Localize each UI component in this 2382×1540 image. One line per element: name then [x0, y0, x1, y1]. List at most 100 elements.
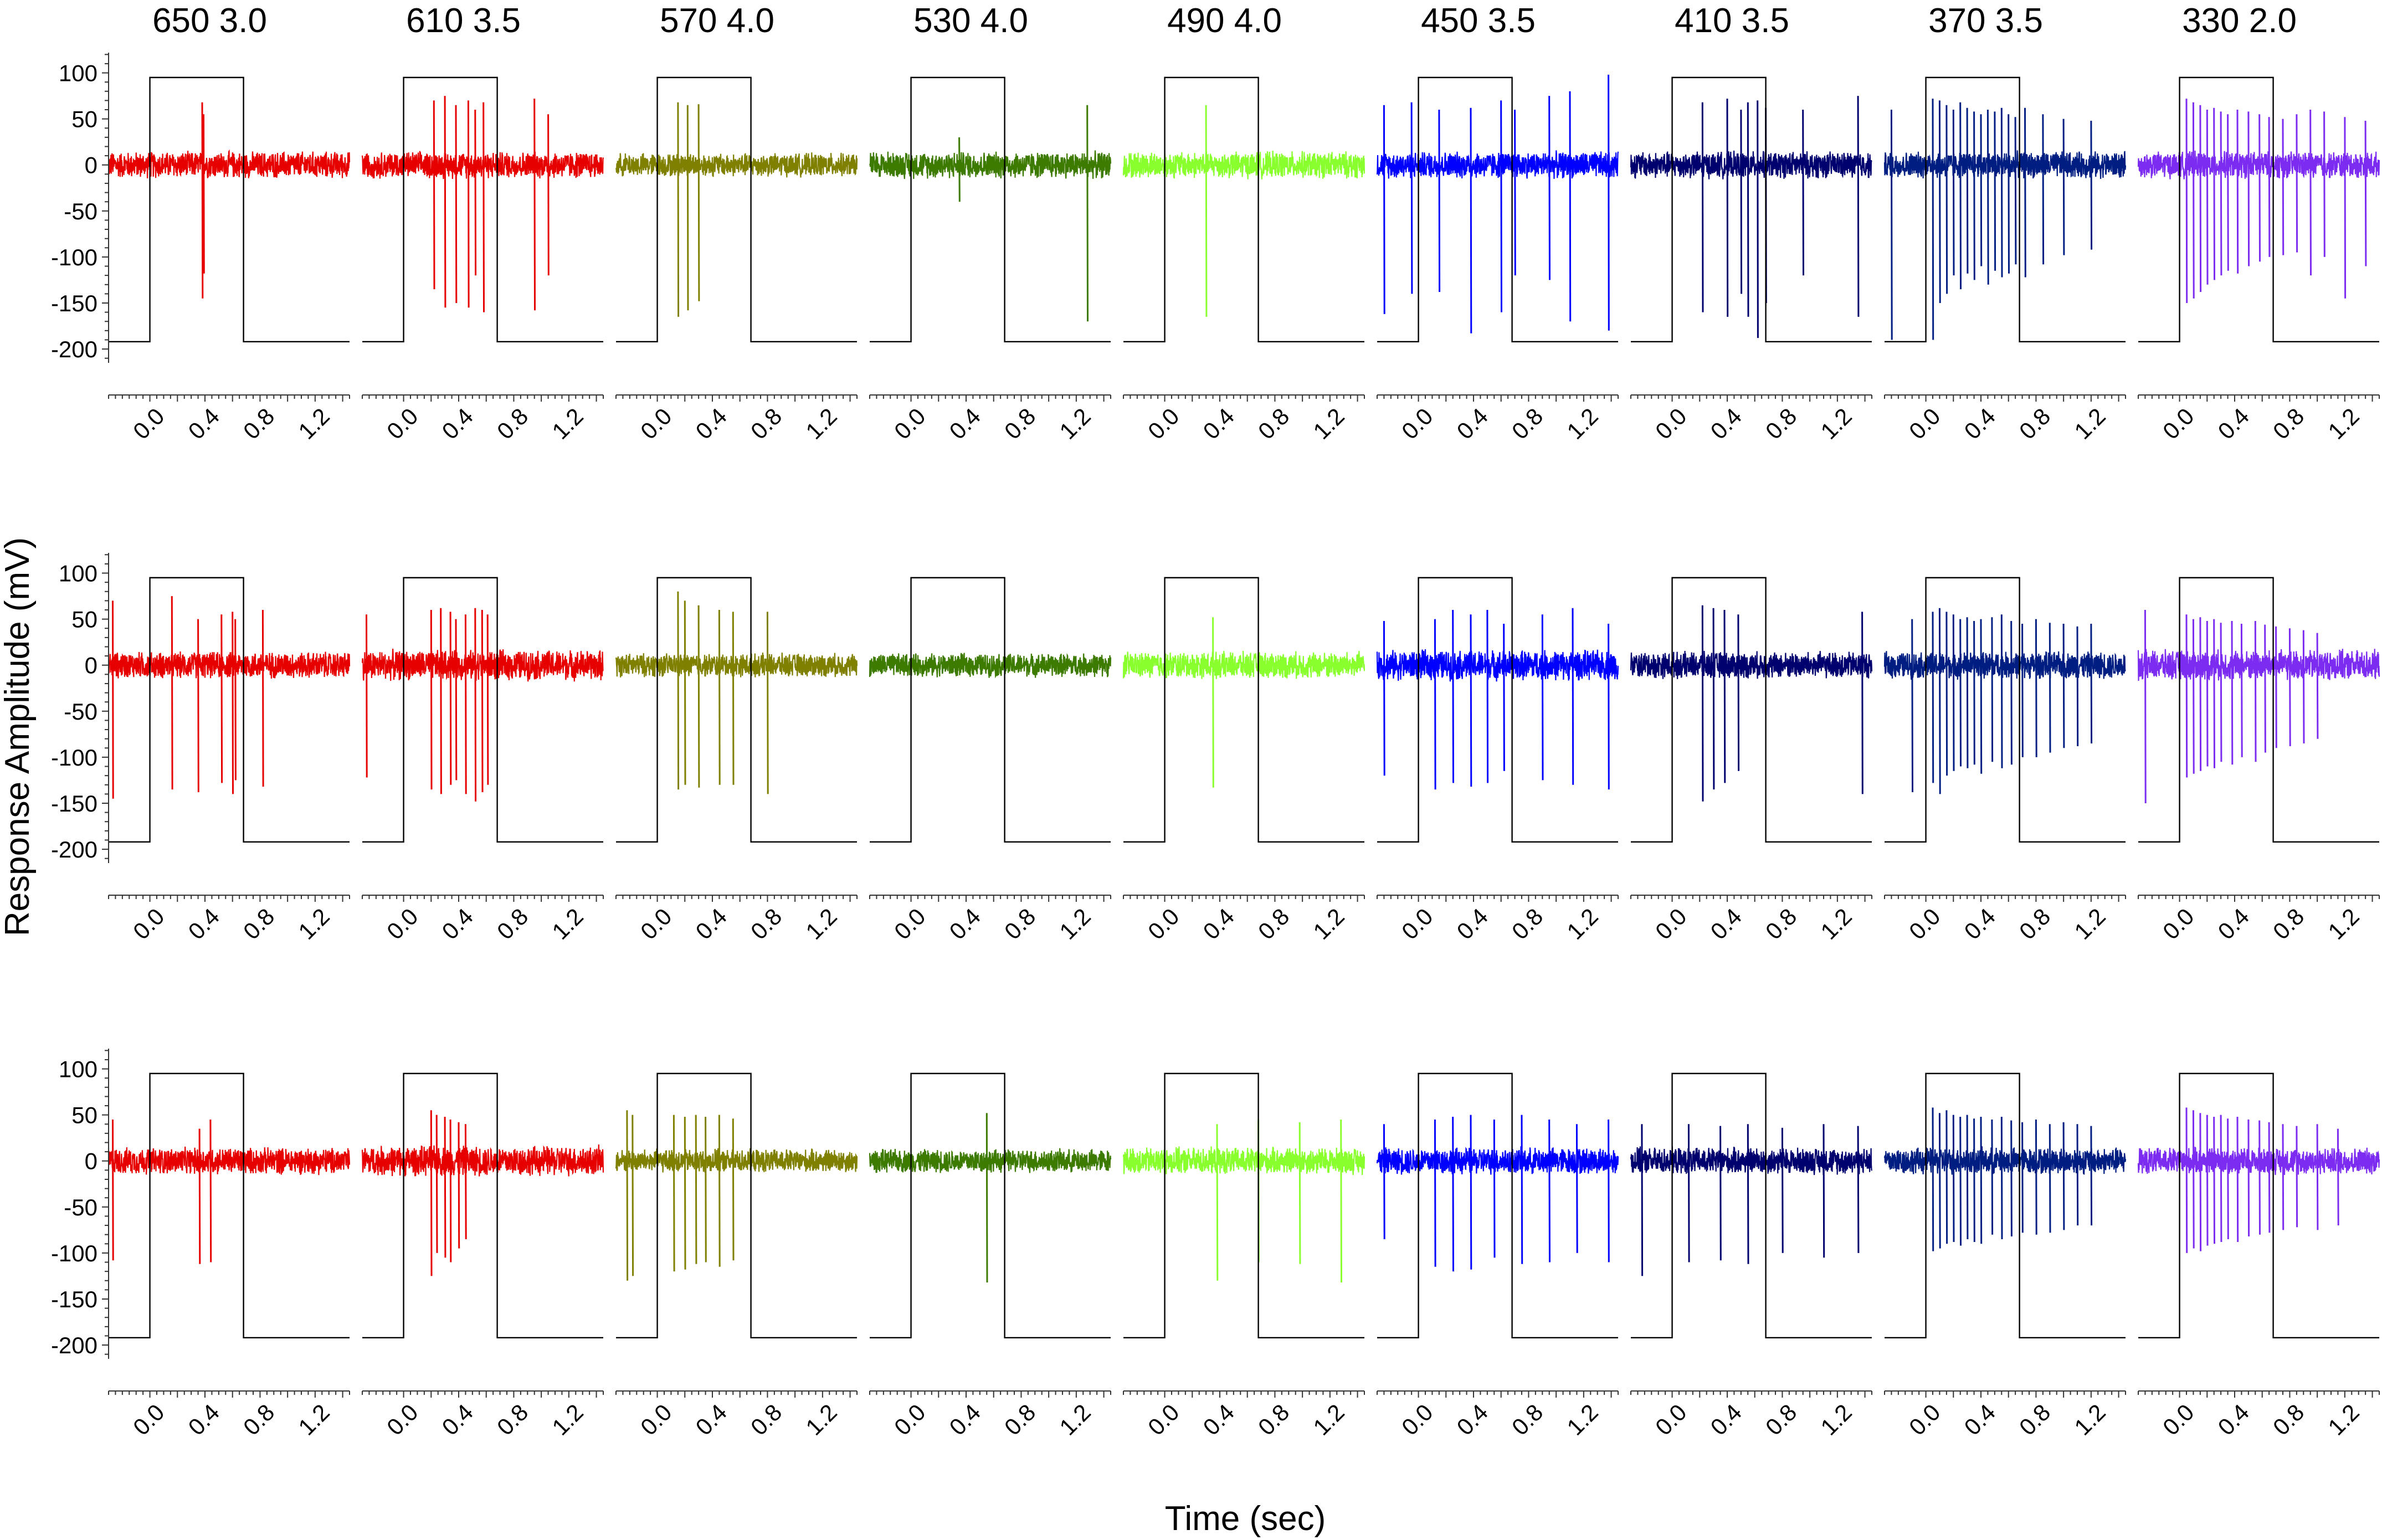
spike: [1938, 100, 1941, 304]
y-tick-label: -200: [51, 336, 97, 362]
spike: [2090, 1126, 2093, 1226]
panel: 0.0 0.4 0.8 1.2: [2137, 76, 2380, 444]
stimulus-trace: [1631, 577, 1872, 843]
stimulus-trace: [362, 577, 603, 843]
y-tick-label: 100: [59, 561, 97, 587]
x-tick-label: 0.4: [183, 403, 224, 444]
column-title: 610 3.5: [406, 2, 521, 40]
spike: [1701, 102, 1704, 312]
spike: [1514, 109, 1516, 276]
spike: [1548, 96, 1551, 280]
spike: [1216, 1124, 1219, 1281]
column-title: 490 4.0: [1167, 2, 1282, 40]
spike: [2024, 107, 2026, 278]
x-tick-label: 0.8: [1760, 403, 1802, 444]
spike: [2316, 633, 2319, 739]
x-tick-label: 0.8: [1507, 1399, 1548, 1440]
x-tick-label: 0.4: [2212, 403, 2254, 444]
y-axis-title: Response Amplitude (mV): [0, 537, 37, 936]
stimulus-trace: [1123, 1072, 1364, 1338]
response-trace: [1630, 1146, 1873, 1175]
spike: [1991, 617, 1994, 762]
spike: [464, 1124, 467, 1240]
spike: [1726, 99, 1729, 317]
stimulus-trace: [109, 577, 350, 843]
spike: [2076, 1124, 2079, 1226]
spike: [1781, 1127, 1784, 1253]
spike: [112, 600, 114, 799]
spike: [486, 614, 489, 785]
spike: [234, 619, 237, 781]
x-tick-label: 0.4: [2212, 1399, 2254, 1440]
x-tick-label: 0.8: [999, 403, 1041, 444]
spike: [1205, 105, 1208, 317]
spike: [430, 1110, 433, 1276]
x-tick-label: 0.0: [382, 903, 423, 944]
column-title: 330 2.0: [2182, 2, 2297, 40]
spike: [2206, 620, 2209, 767]
spike: [2254, 620, 2257, 762]
x-tick-label: 1.2: [293, 403, 335, 444]
panel: 0.0 0.4 0.8 1.2: [869, 1072, 1112, 1440]
stimulus-trace: [1123, 577, 1364, 843]
spike: [1723, 609, 1726, 783]
spike: [1802, 109, 1804, 276]
column-title: 650 3.0: [152, 2, 267, 40]
stimulus-trace: [1377, 1072, 1618, 1338]
x-tick-label: 0.4: [183, 1399, 224, 1440]
response-trace: [1376, 649, 1619, 682]
x-tick-label: 0.4: [690, 1399, 732, 1440]
panel: 0.0 0.4 0.8 1.2: [1630, 577, 1873, 944]
x-tick-label: 0.8: [2268, 903, 2309, 944]
spike: [440, 608, 442, 794]
response-trace: [1376, 150, 1619, 179]
spike: [2010, 620, 2013, 765]
spike: [1486, 609, 1489, 783]
x-tick-label: 0.8: [1507, 403, 1548, 444]
x-tick-label: 1.2: [1054, 403, 1096, 444]
y-tick-label: -50: [64, 1194, 97, 1220]
x-tick-label: 0.8: [2014, 403, 2056, 444]
x-tick-label: 0.8: [1760, 1399, 1802, 1440]
spike: [626, 1110, 629, 1281]
spike: [2062, 623, 2065, 748]
spike: [201, 102, 204, 299]
spike: [1890, 109, 1893, 340]
x-tick-label: 1.2: [2323, 1399, 2364, 1440]
spike: [2199, 617, 2202, 771]
stimulus-trace: [2138, 76, 2379, 342]
spike: [1452, 1116, 1454, 1272]
x-tick-label: 0.4: [1198, 1399, 1239, 1440]
response-trace: [1376, 1146, 1619, 1175]
spike: [2042, 114, 2045, 265]
stimulus-trace: [616, 76, 857, 342]
spike: [198, 1128, 201, 1264]
x-tick-label: 0.0: [1650, 903, 1692, 944]
response-trace: [361, 1144, 604, 1177]
stimulus-trace: [362, 76, 603, 342]
x-tick-label: 0.8: [238, 903, 280, 944]
stimulus-trace: [1885, 577, 2126, 843]
x-tick-label: 1.2: [293, 1399, 335, 1440]
x-tick-label: 0.0: [889, 403, 931, 444]
y-tick-label: -50: [64, 198, 97, 224]
spike: [2090, 623, 2093, 744]
y-tick-label: -100: [51, 745, 97, 771]
spike: [2000, 107, 2003, 278]
y-tick-label: -150: [51, 790, 97, 817]
stimulus-trace: [1631, 1072, 1872, 1338]
spike: [1493, 1119, 1496, 1258]
spike: [2213, 619, 2215, 768]
stimulus-trace: [1377, 577, 1618, 843]
stimulus-trace: [2138, 1072, 2379, 1338]
x-tick-label: 0.0: [1904, 1399, 1945, 1440]
x-tick-label: 0.4: [944, 403, 985, 444]
x-tick-label: 0.8: [492, 903, 533, 944]
x-tick-label: 0.0: [1904, 403, 1945, 444]
spike: [1452, 609, 1454, 783]
response-trace: [1883, 651, 2126, 680]
x-tick-label: 0.0: [2158, 903, 2199, 944]
y-tick-label: -200: [51, 1332, 97, 1358]
panel: 0.0 0.4 0.8 1.2: [1376, 1072, 1619, 1440]
panel: 0.0 0.4 0.8 1.2: [1376, 577, 1619, 944]
